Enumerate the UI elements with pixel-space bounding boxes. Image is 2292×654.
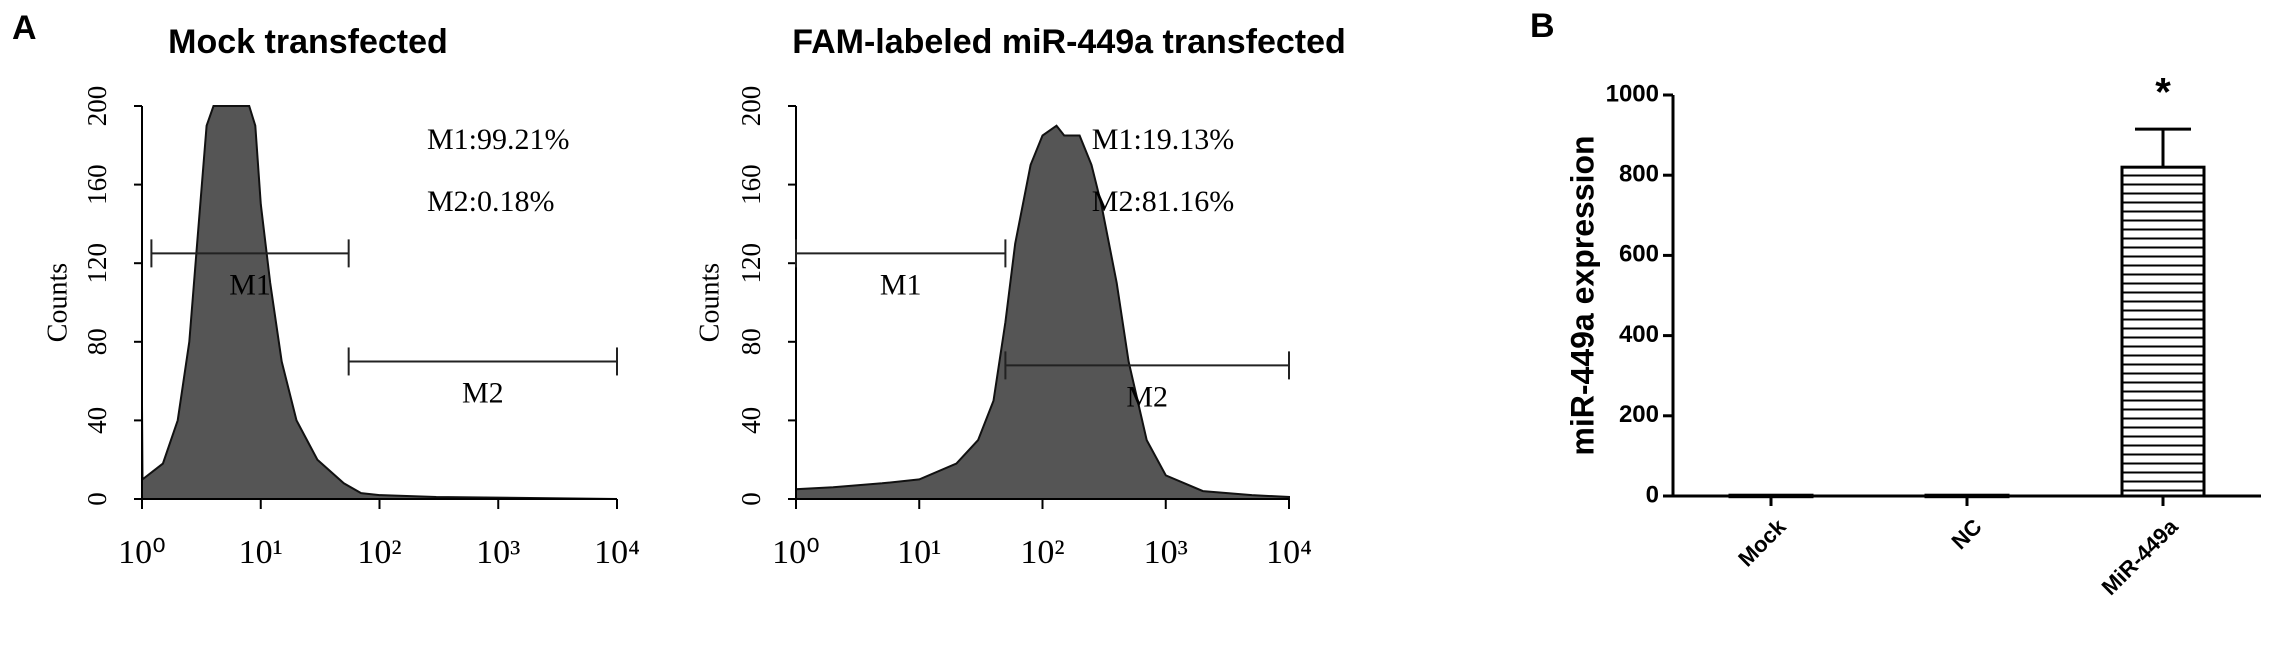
x-tick-label: 10⁴ (594, 534, 640, 571)
gate-label: M1 (880, 268, 922, 301)
y-axis-label: miR-449a expression (1564, 135, 1600, 455)
y-tick-label: 120 (82, 243, 112, 284)
y-tick-label: 400 (1619, 321, 1659, 348)
y-tick-label: 200 (736, 86, 766, 127)
x-tick-label: 10⁰ (118, 534, 166, 571)
gate-label: M2 (462, 376, 504, 409)
y-tick-label: 40 (736, 407, 766, 434)
bar (2120, 165, 2206, 498)
annotation: M1:99.21% (427, 123, 570, 156)
y-tick-label: 200 (1619, 401, 1659, 428)
x-tick-label: 10¹ (239, 534, 283, 571)
y-tick-label: 160 (736, 164, 766, 205)
annotation: M1:19.13% (1092, 123, 1235, 156)
histogram-area (795, 124, 1290, 500)
y-tick-label: 200 (82, 86, 112, 127)
chart-title: FAM-labeled miR-449a transfected (792, 23, 1346, 61)
x-tick-label: 10¹ (897, 534, 941, 571)
x-tick-label: 10⁰ (772, 534, 820, 571)
histogram-area (141, 105, 618, 500)
x-tick-label: Mock (1733, 513, 1791, 571)
y-tick-label: 40 (82, 407, 112, 434)
gate-label: M1 (229, 268, 271, 301)
x-tick-label: NC (1946, 514, 1986, 554)
y-tick-label: 0 (82, 492, 112, 506)
y-tick-label: 160 (82, 164, 112, 205)
y-tick-label: 0 (1646, 481, 1659, 508)
y-tick-label: 600 (1619, 241, 1659, 268)
x-tick-label: 10⁴ (1266, 534, 1312, 571)
panel-label: B (1530, 7, 1555, 45)
y-tick-label: 1000 (1606, 80, 1659, 107)
panel-label: A (12, 9, 37, 47)
chart-title: Mock transfected (168, 23, 448, 61)
y-axis-label: Counts (42, 263, 73, 342)
significance-marker: * (2155, 71, 2171, 115)
y-tick-label: 0 (736, 492, 766, 506)
x-tick-label: 10² (1020, 534, 1064, 571)
x-tick-label: 10³ (476, 534, 520, 571)
y-axis-label: Counts (694, 263, 725, 342)
annotation: M2:81.16% (1092, 185, 1235, 218)
x-tick-label: 10³ (1144, 534, 1188, 571)
x-tick-label: 10² (357, 534, 401, 571)
x-tick-label: MiR-449a (2097, 513, 2184, 600)
y-tick-label: 120 (736, 243, 766, 284)
y-tick-label: 800 (1619, 161, 1659, 188)
y-tick-label: 80 (82, 328, 112, 355)
annotation: M2:0.18% (427, 185, 555, 218)
gate-label: M2 (1126, 380, 1168, 413)
y-tick-label: 80 (736, 328, 766, 355)
